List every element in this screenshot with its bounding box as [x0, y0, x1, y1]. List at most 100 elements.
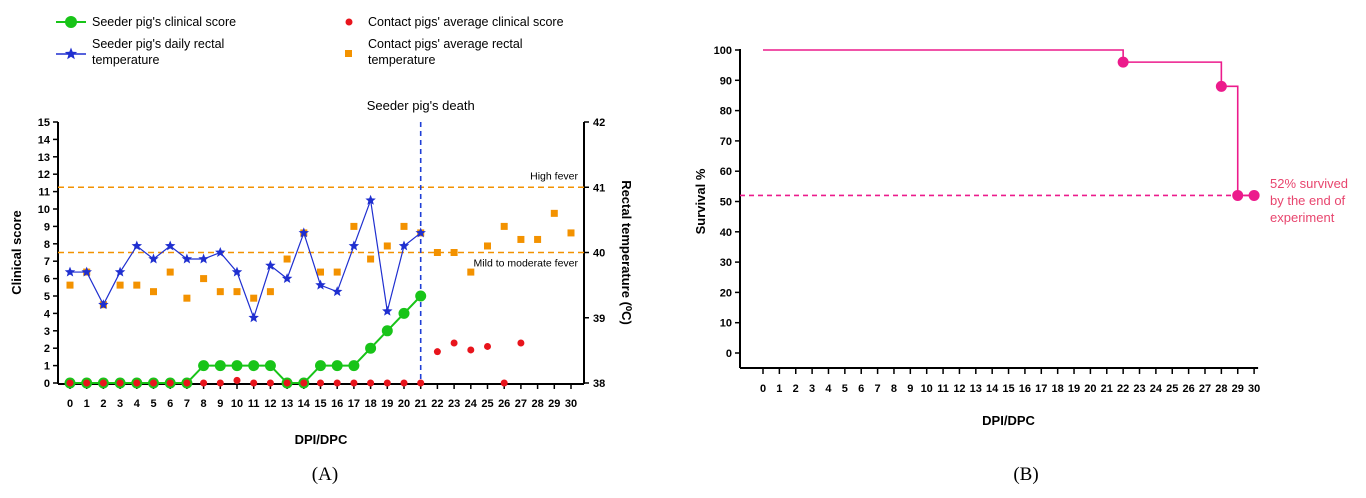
y2-axis-title: Rectal temperature (⁰C) — [619, 180, 634, 325]
survival-annotation-line: experiment — [1270, 210, 1335, 225]
contact-temp-point — [317, 268, 324, 276]
x-tick-label: 12 — [264, 398, 276, 410]
legend-contact-temp: Contact pigs' average rectal temperature — [345, 37, 523, 67]
panel-label-a: (A) — [312, 464, 338, 485]
x-tick-label: 2 — [100, 398, 106, 410]
seeder-score-point — [214, 360, 226, 372]
contact-score-point — [266, 379, 274, 387]
seeder-temp-point — [181, 253, 193, 264]
x-tick-label: 15 — [1002, 383, 1014, 395]
y-tick-label: 80 — [720, 106, 732, 118]
y-tick-label: 6 — [44, 274, 50, 286]
contact-temp-point — [166, 268, 174, 276]
x-tick-label: 13 — [970, 383, 982, 395]
legend-contact-score: Contact pigs' average clinical score — [345, 15, 564, 29]
contact-score-point — [133, 379, 141, 387]
contact-score-point — [66, 379, 74, 387]
y-tick-label: 3 — [44, 326, 50, 338]
y2-tick-label: 41 — [593, 182, 605, 194]
contact-temp-point — [517, 235, 525, 243]
x-tick-label: 27 — [515, 398, 527, 410]
x-tick-label: 19 — [381, 398, 393, 410]
legend-seeder-temp-label-1: Seeder pig's daily rectal — [92, 37, 224, 51]
contact-score-point — [317, 379, 324, 387]
contact-temp-point — [200, 275, 208, 283]
y-tick-label: 12 — [38, 169, 50, 181]
seeder-score-line — [70, 295, 422, 384]
y-tick-label: 15 — [38, 117, 50, 129]
contact-temp-point — [400, 222, 408, 230]
contact-score-point — [433, 348, 441, 356]
seeder-temp-point — [148, 253, 159, 264]
x-tick-label: 7 — [184, 398, 190, 410]
x-axis-title: DPI/DPC — [295, 432, 348, 447]
contact-score-point — [216, 379, 224, 387]
contact-temp-point — [283, 255, 291, 263]
y-tick-label: 1 — [44, 361, 50, 373]
seeder-temp-point — [331, 286, 343, 297]
contact-score-point — [200, 379, 208, 387]
survival-annotation-line: by the end of — [1270, 193, 1346, 208]
y2-tick-label: 40 — [593, 248, 605, 260]
x-tick-label: 11 — [248, 398, 260, 410]
contact-temp-point — [500, 222, 508, 230]
y2-tick-label: 42 — [593, 117, 605, 129]
contact-score-point — [417, 379, 425, 387]
contact-score-point — [166, 379, 174, 387]
x-tick-label: 19 — [1068, 383, 1080, 395]
survival-event-point — [1117, 56, 1129, 68]
x-tick-label: 6 — [167, 398, 173, 410]
contact-score-point — [467, 346, 475, 354]
contact-score-point — [367, 379, 375, 387]
x-tick-label: 17 — [1035, 383, 1047, 395]
seeder-temp-point — [131, 240, 143, 251]
contact-score-point — [400, 379, 408, 387]
x-tick-label: 2 — [793, 383, 799, 395]
seeder-score-point — [248, 360, 260, 372]
x-tick-label: 26 — [1182, 383, 1194, 395]
y-tick-label: 90 — [720, 75, 732, 87]
x-tick-label: 22 — [431, 398, 443, 410]
legend-seeder-temp: Seeder pig's daily rectal temperature — [56, 37, 224, 67]
y-tick-label: 100 — [714, 45, 732, 57]
seeder-temp-point — [81, 266, 92, 277]
contact-score-point — [150, 379, 157, 387]
legend-contact-score-label: Contact pigs' average clinical score — [368, 15, 564, 29]
y-tick-label: 50 — [720, 197, 732, 209]
survival-event-point — [1248, 189, 1260, 201]
y-tick-label: 70 — [720, 136, 732, 148]
x-tick-label: 26 — [498, 398, 510, 410]
fever-threshold-label: Mild to moderate fever — [474, 258, 579, 270]
contact-temp-point — [266, 288, 274, 296]
x-tick-label: 13 — [281, 398, 293, 410]
y-tick-label: 14 — [38, 134, 51, 146]
x-tick-label: 8 — [201, 398, 207, 410]
y-tick-label: 0 — [44, 378, 50, 390]
x-tick-label: 0 — [760, 383, 766, 395]
y-tick-label: 10 — [38, 204, 50, 216]
seeder-temp-point — [398, 240, 410, 251]
contact-temp-point — [133, 281, 141, 289]
x-tick-label: 3 — [809, 383, 815, 395]
x-tick-label: 18 — [364, 398, 376, 410]
seeder-temp-point — [281, 273, 293, 284]
x-tick-label: 4 — [134, 398, 141, 410]
seeder-score-point — [231, 360, 243, 372]
x-tick-label: 22 — [1117, 383, 1129, 395]
seeder-score-point — [348, 360, 360, 372]
contact-temp-point — [183, 294, 191, 302]
contact-score-point — [116, 379, 124, 387]
contact-temp-point — [484, 242, 491, 250]
y-tick-label: 0 — [726, 348, 732, 360]
y-axis-title: Survival % — [693, 168, 708, 234]
x-tick-label: 30 — [1248, 383, 1260, 395]
legend: Seeder pig's clinical score Contact pigs… — [56, 15, 564, 67]
contact-temp-point — [333, 268, 341, 276]
x-tick-label: 28 — [1215, 383, 1227, 395]
seeder-temp-point — [198, 253, 209, 264]
x-tick-label: 6 — [858, 383, 864, 395]
seeder-temp-line — [70, 200, 422, 320]
x-tick-label: 23 — [1133, 383, 1145, 395]
seeder-temp-point — [348, 240, 360, 251]
